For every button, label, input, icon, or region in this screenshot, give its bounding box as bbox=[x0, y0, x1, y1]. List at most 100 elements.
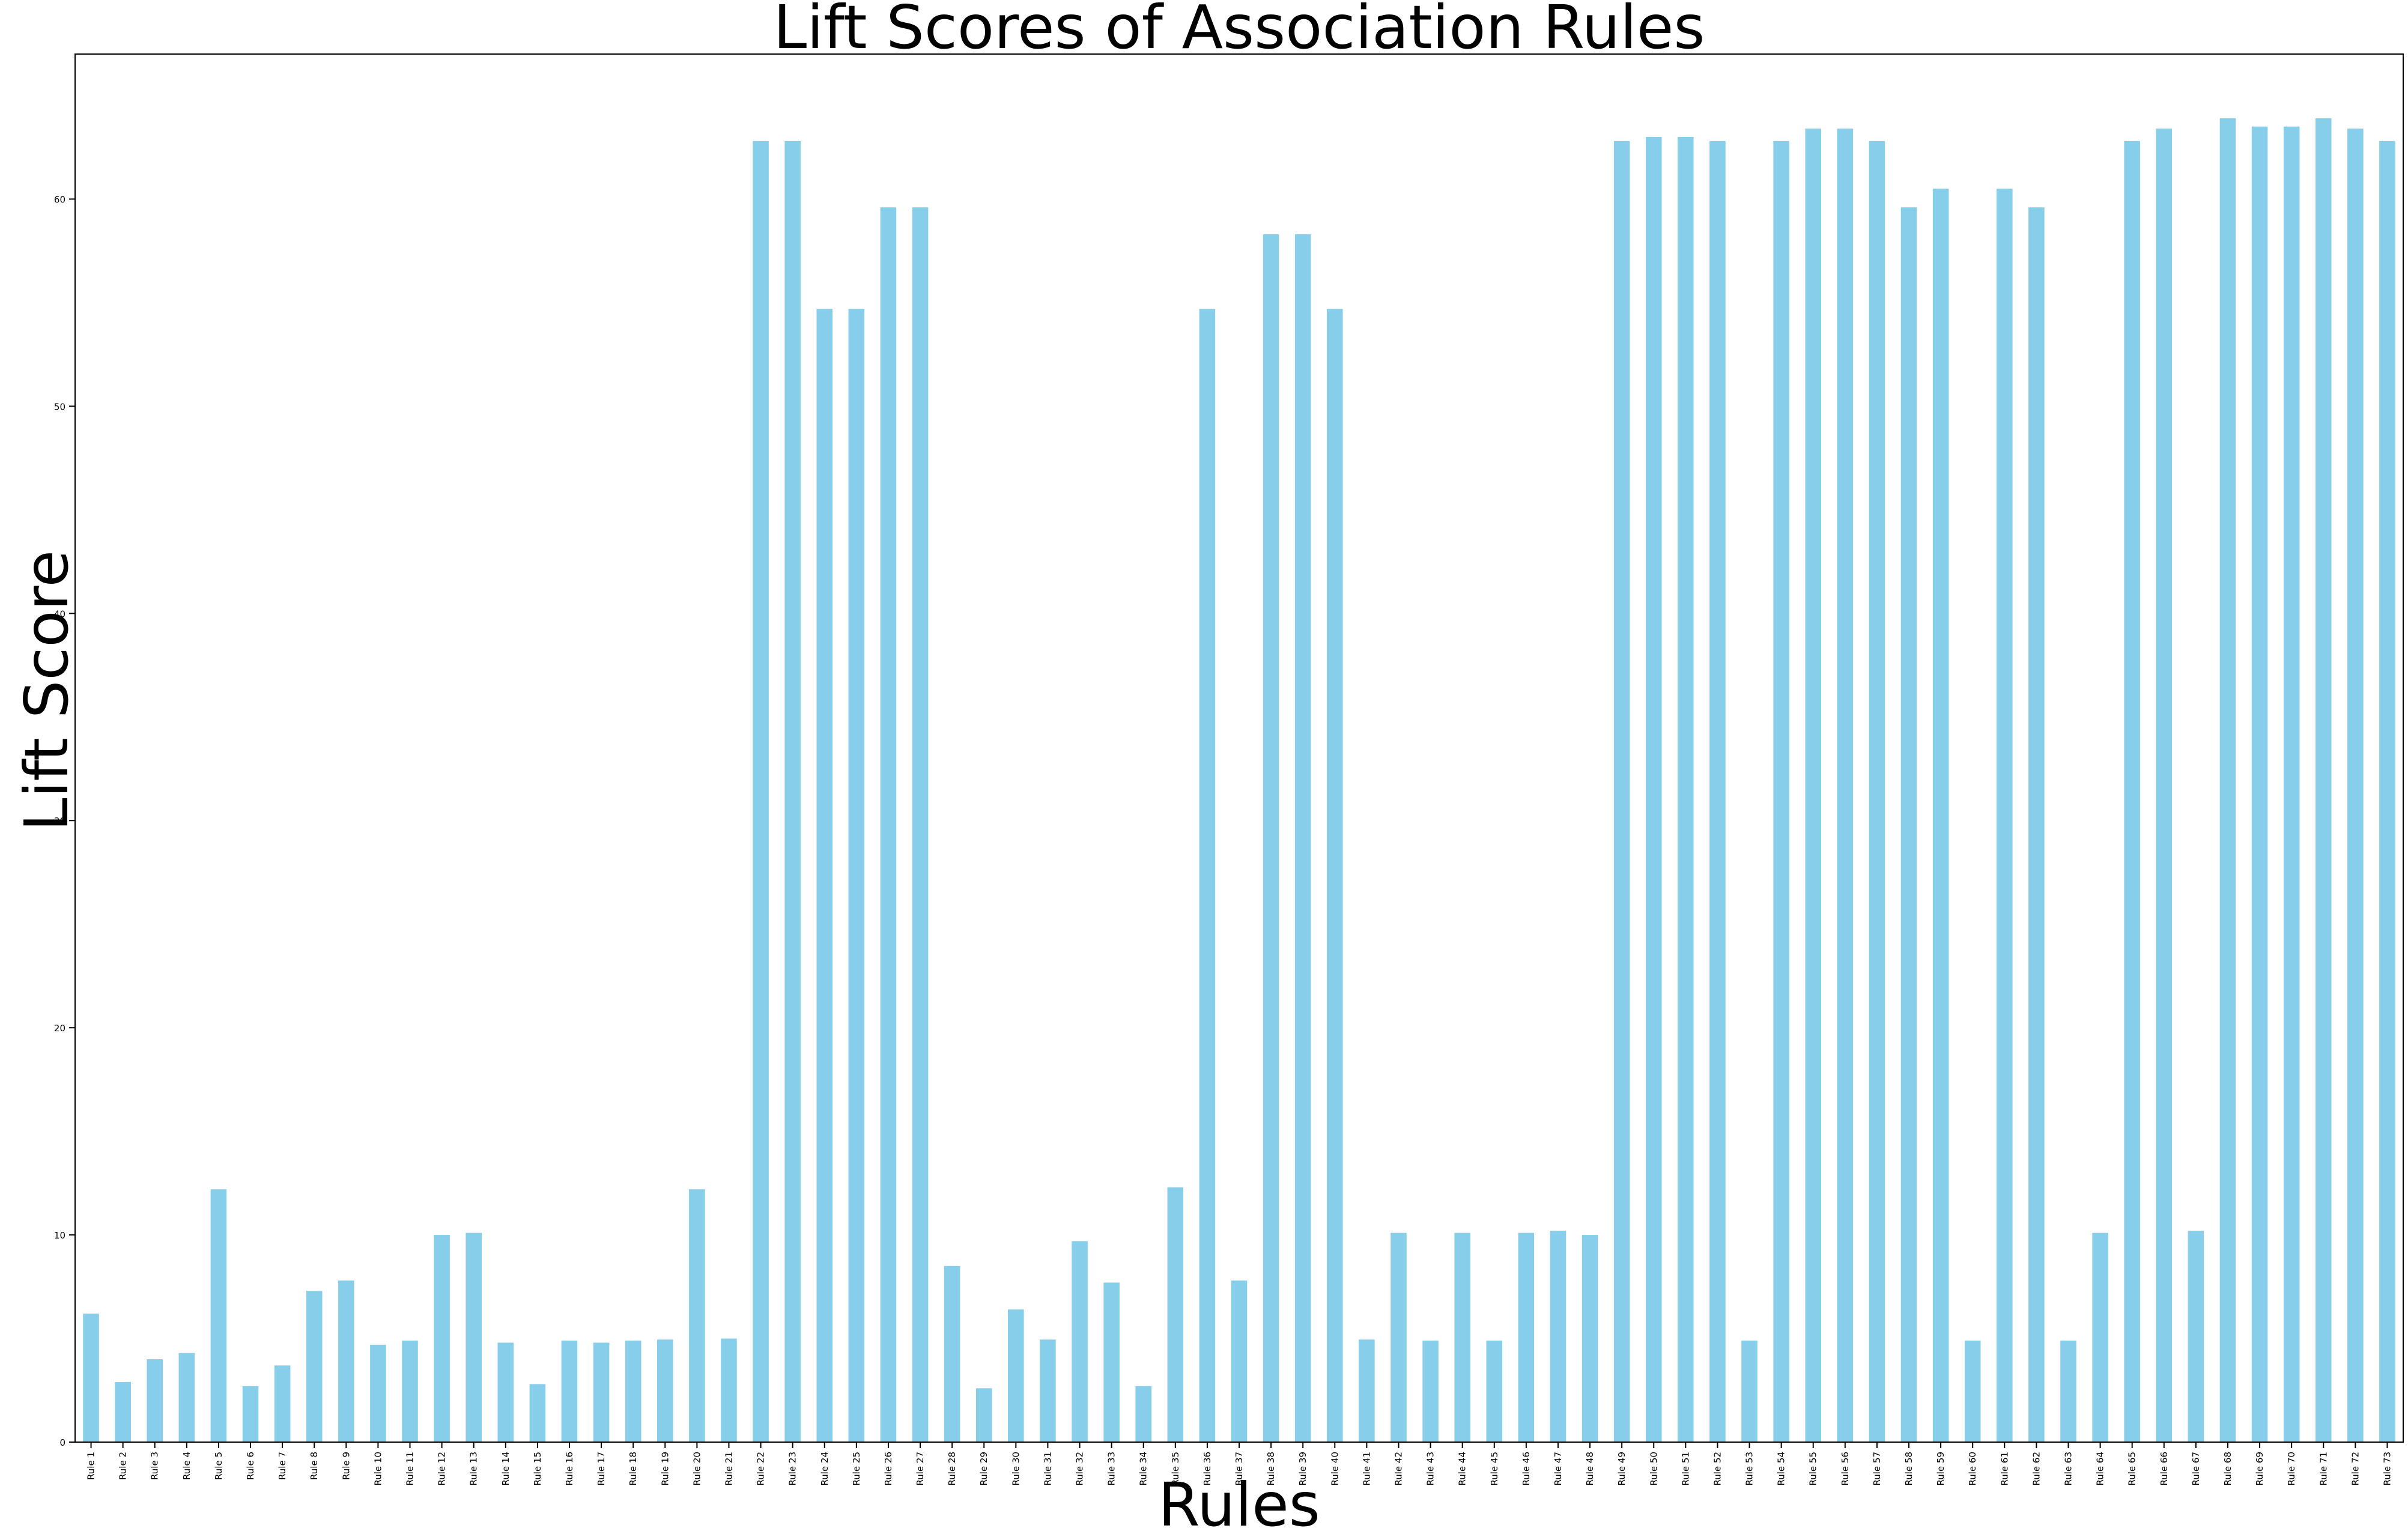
x-tick-label: Rule 10 bbox=[372, 1452, 383, 1486]
bar-59 bbox=[1932, 189, 1949, 1443]
x-tick-label: Rule 1 bbox=[86, 1452, 97, 1480]
bar-63 bbox=[2060, 1340, 2076, 1442]
bar-68 bbox=[2219, 118, 2236, 1443]
bar-21 bbox=[721, 1338, 737, 1442]
chart-title: Lift Scores of Association Rules bbox=[773, 0, 1705, 62]
x-tick-label: Rule 7 bbox=[277, 1452, 288, 1480]
bar-32 bbox=[1072, 1241, 1088, 1442]
bar-69 bbox=[2251, 126, 2268, 1443]
x-tick-label: Rule 5 bbox=[213, 1452, 224, 1480]
bar-50 bbox=[1645, 136, 1662, 1443]
bar-73 bbox=[2379, 141, 2395, 1442]
bar-40 bbox=[1327, 309, 1343, 1442]
bar-67 bbox=[2188, 1231, 2204, 1442]
x-tick-label: Rule 46 bbox=[1521, 1452, 1532, 1486]
bar-58 bbox=[1900, 207, 1917, 1442]
x-tick-label: Rule 18 bbox=[628, 1452, 638, 1486]
x-tick-label: Rule 32 bbox=[1075, 1452, 1085, 1486]
bar-24 bbox=[816, 309, 833, 1442]
bar-41 bbox=[1359, 1339, 1375, 1442]
bar-48 bbox=[1582, 1235, 1598, 1442]
bar-4 bbox=[178, 1353, 195, 1442]
x-tick-label: Rule 41 bbox=[1361, 1452, 1372, 1486]
bar-30 bbox=[1008, 1309, 1024, 1442]
bar-15 bbox=[529, 1384, 546, 1442]
bar-43 bbox=[1422, 1340, 1439, 1442]
x-tick-label: Rule 29 bbox=[978, 1452, 989, 1486]
bar-16 bbox=[561, 1340, 578, 1442]
bar-20 bbox=[689, 1189, 705, 1442]
bar-8 bbox=[306, 1291, 323, 1442]
x-tick-label: Rule 34 bbox=[1138, 1452, 1149, 1486]
bar-65 bbox=[2124, 141, 2140, 1442]
x-tick-label: Rule 6 bbox=[245, 1452, 256, 1480]
x-tick-label: Rule 14 bbox=[500, 1452, 511, 1486]
bar-25 bbox=[848, 309, 865, 1442]
x-tick-label: Rule 26 bbox=[883, 1452, 894, 1486]
bar-6 bbox=[242, 1386, 259, 1442]
y-tick-label: 50 bbox=[54, 401, 65, 412]
bar-66 bbox=[2156, 129, 2173, 1443]
bar-17 bbox=[593, 1342, 610, 1442]
bar-2 bbox=[115, 1381, 131, 1442]
bar-70 bbox=[2283, 126, 2300, 1443]
bar-49 bbox=[1613, 141, 1630, 1442]
bar-54 bbox=[1773, 141, 1789, 1442]
bar-22 bbox=[753, 141, 769, 1442]
x-tick-label: Rule 63 bbox=[2063, 1452, 2073, 1486]
x-tick-label: Rule 35 bbox=[1170, 1452, 1181, 1486]
x-tick-label: Rule 37 bbox=[1234, 1452, 1245, 1486]
x-tick-label: Rule 25 bbox=[851, 1452, 862, 1486]
x-tick-label: Rule 20 bbox=[691, 1452, 702, 1486]
bar-55 bbox=[1805, 129, 1821, 1443]
x-tick-label: Rule 50 bbox=[1648, 1452, 1659, 1486]
x-tick-label: Rule 40 bbox=[1329, 1452, 1340, 1486]
x-tick-label: Rule 57 bbox=[1872, 1452, 1882, 1486]
x-tick-label: Rule 68 bbox=[2222, 1452, 2233, 1486]
bar-44 bbox=[1454, 1232, 1470, 1442]
x-tick-label: Rule 36 bbox=[1202, 1452, 1213, 1486]
bar-64 bbox=[2092, 1232, 2108, 1442]
bar-36 bbox=[1199, 309, 1216, 1442]
bar-13 bbox=[466, 1232, 482, 1442]
bar-19 bbox=[657, 1339, 673, 1442]
x-tick-label: Rule 12 bbox=[437, 1452, 447, 1486]
x-tick-label: Rule 39 bbox=[1297, 1452, 1308, 1486]
bar-9 bbox=[338, 1280, 354, 1442]
x-tick-label: Rule 55 bbox=[1808, 1452, 1819, 1486]
bar-29 bbox=[975, 1388, 992, 1442]
y-tick-label: 40 bbox=[54, 608, 65, 619]
bar-38 bbox=[1263, 234, 1279, 1443]
bar-5 bbox=[210, 1189, 227, 1442]
bar-71 bbox=[2315, 118, 2332, 1443]
bar-42 bbox=[1391, 1232, 1407, 1442]
x-tick-label: Rule 16 bbox=[564, 1452, 575, 1486]
x-tick-label: Rule 45 bbox=[1489, 1452, 1500, 1486]
bar-33 bbox=[1103, 1282, 1120, 1442]
x-tick-label: Rule 3 bbox=[150, 1452, 160, 1480]
bar-61 bbox=[1997, 189, 2013, 1443]
bar-23 bbox=[784, 141, 801, 1442]
x-tick-label: Rule 21 bbox=[723, 1452, 734, 1486]
x-tick-label: Rule 58 bbox=[1903, 1452, 1914, 1486]
bar-27 bbox=[912, 207, 929, 1442]
x-tick-label: Rule 23 bbox=[787, 1452, 798, 1486]
x-tick-label: Rule 38 bbox=[1266, 1452, 1276, 1486]
x-tick-label: Rule 71 bbox=[2318, 1452, 2329, 1486]
bar-52 bbox=[1709, 141, 1726, 1442]
x-tick-label: Rule 53 bbox=[1744, 1452, 1755, 1486]
x-tick-label: Rule 42 bbox=[1393, 1452, 1404, 1486]
bar-39 bbox=[1294, 234, 1311, 1443]
x-tick-label: Rule 65 bbox=[2127, 1452, 2138, 1486]
x-tick-label: Rule 73 bbox=[2382, 1452, 2392, 1486]
x-tick-label: Rule 60 bbox=[1967, 1452, 1978, 1486]
plot-area: 0 10 20 30 40 50 60 Rule 1 Rule 2 Rule 3 Rule 4 Rul… bbox=[54, 53, 2404, 1486]
x-tick-label: Rule 2 bbox=[118, 1452, 129, 1480]
x-tick-label: Rule 72 bbox=[2350, 1452, 2361, 1486]
bar-51 bbox=[1678, 136, 1694, 1443]
x-tick-label: Rule 67 bbox=[2191, 1452, 2201, 1486]
x-tick-label: Rule 61 bbox=[1999, 1452, 2010, 1486]
y-tick-label: 0 bbox=[59, 1437, 65, 1448]
x-tick-label: Rule 56 bbox=[1840, 1452, 1851, 1486]
bar-53 bbox=[1741, 1340, 1757, 1442]
